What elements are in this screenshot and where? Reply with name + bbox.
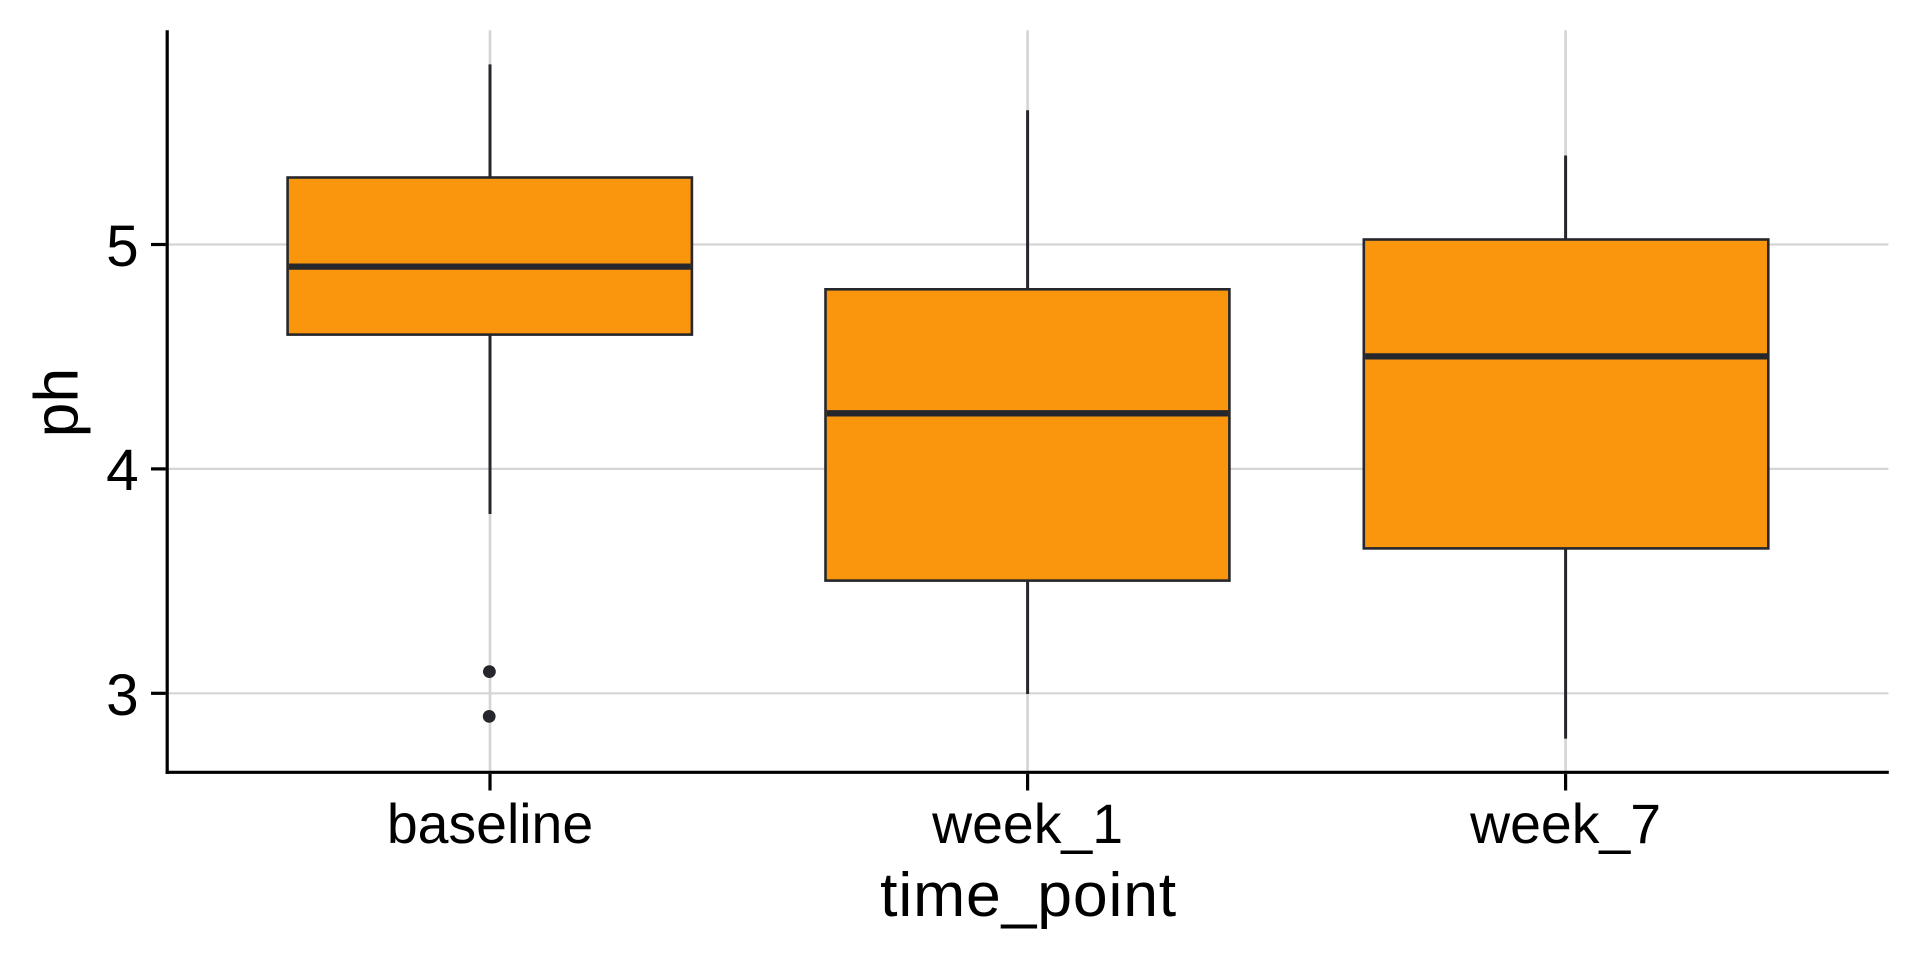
svg-text:ph: ph [21, 368, 91, 438]
svg-text:time_point: time_point [880, 860, 1177, 930]
svg-text:3: 3 [106, 663, 139, 728]
svg-text:week_1: week_1 [931, 793, 1123, 855]
svg-text:baseline: baseline [387, 793, 593, 855]
svg-text:4: 4 [106, 438, 139, 503]
svg-text:week_7: week_7 [1469, 793, 1661, 855]
svg-text:5: 5 [106, 214, 139, 279]
